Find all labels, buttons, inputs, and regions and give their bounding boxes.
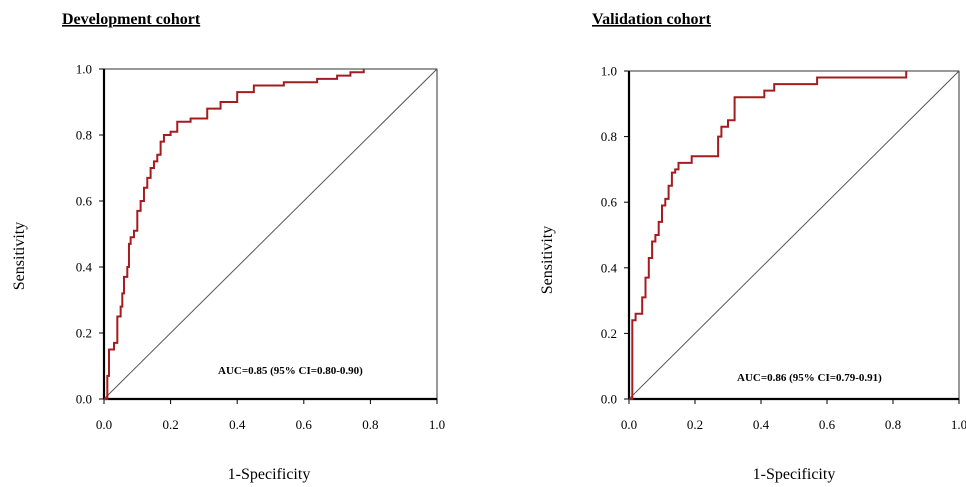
x-tick-label: 1.0: [951, 417, 966, 432]
development-cohort-panel: Development cohort Sensitivity 1-Specifi…: [11, 11, 445, 483]
x-axis-label: 1-Specificity: [228, 466, 311, 483]
y-tick-label: 0.0: [76, 392, 92, 407]
reference-diagonal: [103, 68, 438, 400]
x-tick-label: 0.8: [885, 417, 901, 432]
x-axis-label: 1-Specificity: [753, 466, 836, 483]
x-tick-label: 0.2: [687, 417, 703, 432]
y-tick-label: 0.8: [601, 129, 617, 144]
y-axis-label: Sensitivity: [539, 226, 556, 294]
y-tick-label: 0.6: [76, 194, 93, 209]
x-tick-label: 0.0: [96, 417, 112, 432]
y-tick-label: 0.2: [76, 326, 92, 341]
auc-annotation: AUC=0.86 (95% CI=0.79-0.91): [737, 372, 882, 384]
y-axis-label: Sensitivity: [11, 222, 28, 290]
roc-curve: [629, 71, 908, 400]
x-tick-label: 0.8: [362, 417, 378, 432]
chart-title: Validation cohort: [592, 11, 712, 28]
auc-annotation: AUC=0.85 (95% CI=0.80-0.90): [218, 365, 363, 377]
y-tick-label: 0.4: [76, 260, 93, 275]
x-tick-label: 0.4: [229, 417, 246, 432]
y-tick-label: 0.6: [601, 195, 618, 210]
y-tick-label: 0.4: [601, 260, 618, 275]
y-tick-label: 1.0: [601, 64, 617, 79]
y-tick-label: 0.2: [601, 326, 617, 341]
x-tick-label: 0.4: [753, 417, 770, 432]
reference-diagonal: [628, 70, 960, 400]
x-tick-label: 0.6: [296, 417, 313, 432]
y-tick-label: 0.0: [601, 392, 617, 407]
y-tick-label: 1.0: [76, 62, 92, 77]
roc-curve: [104, 69, 365, 400]
validation-cohort-panel: Validation cohort Sensitivity 1-Specific…: [539, 11, 966, 483]
y-tick-label: 0.8: [76, 128, 92, 143]
x-tick-label: 0.0: [621, 417, 637, 432]
x-tick-label: 0.6: [819, 417, 836, 432]
x-tick-label: 0.2: [162, 417, 178, 432]
chart-title: Development cohort: [62, 11, 201, 28]
x-tick-label: 1.0: [429, 417, 445, 432]
